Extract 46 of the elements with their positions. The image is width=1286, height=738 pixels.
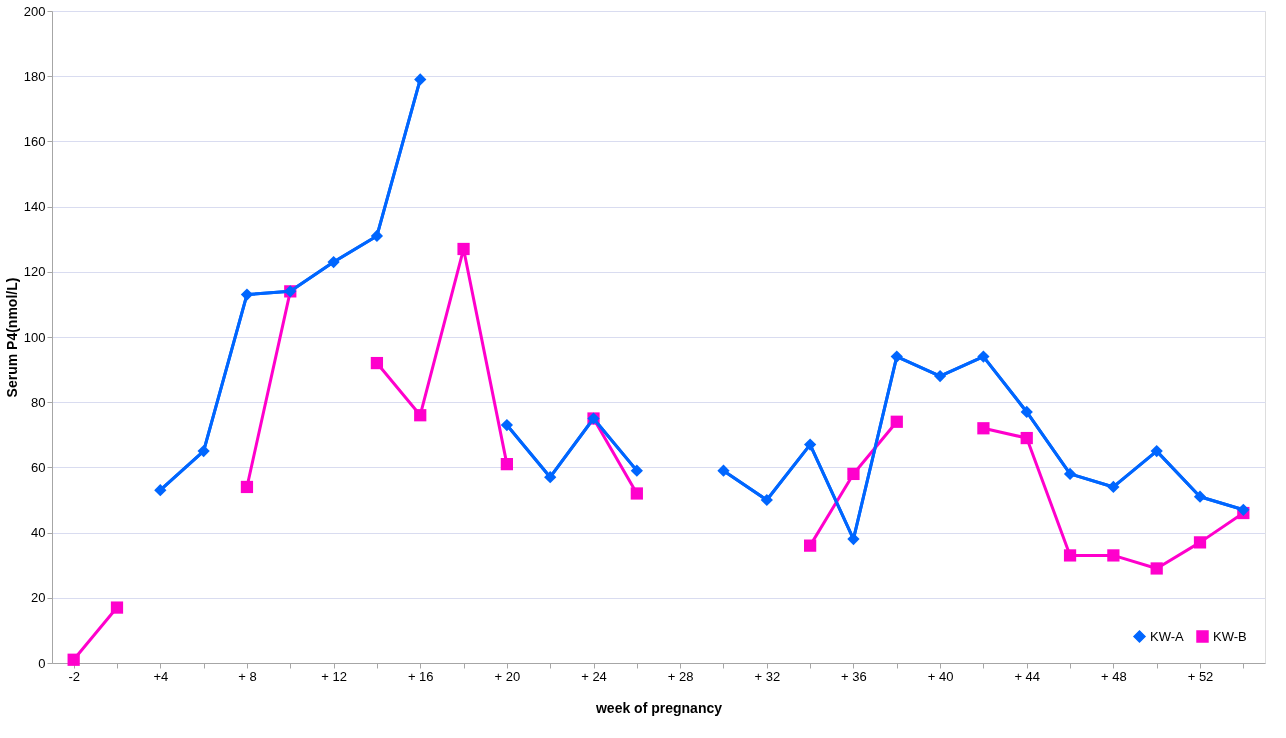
x-tick-label: + 40 [927, 668, 954, 684]
point [1150, 562, 1163, 575]
point [240, 480, 254, 494]
point [630, 487, 643, 500]
point [414, 409, 427, 422]
x-axis-title: week of pregnancy [594, 699, 723, 716]
point [1193, 536, 1207, 549]
x-tick-label: + 36 [841, 668, 867, 684]
y-tick-label: 120 [23, 264, 46, 280]
point [457, 242, 470, 256]
x-tick-label: + 48 [1101, 668, 1127, 684]
x-tick-label: + 12 [321, 668, 347, 684]
x-tick-label: + 16 [407, 668, 434, 684]
point [847, 467, 860, 481]
legend-label: KW-A [1150, 628, 1185, 644]
x-tick-label: + 8 [238, 668, 257, 684]
y-tick-label: 200 [23, 3, 46, 19]
x-tick-label: +4 [153, 668, 169, 684]
x-tick-label: -2 [68, 668, 80, 684]
point [110, 601, 124, 614]
y-tick-label: 80 [31, 394, 46, 410]
x-tick-label: + 28 [667, 668, 694, 684]
point [1063, 549, 1077, 562]
x-tick-label: + 20 [494, 668, 521, 684]
y-tick-label: 20 [31, 590, 46, 606]
point [977, 422, 990, 435]
point [1020, 431, 1033, 445]
x-tick-label: + 24 [581, 668, 607, 684]
point [500, 458, 513, 471]
y-tick-label: 160 [23, 133, 46, 149]
y-axis-title: Serum P4(nmol/L) [3, 277, 20, 398]
y-tick-label: 40 [31, 525, 46, 541]
point [1107, 549, 1120, 562]
point [804, 539, 817, 552]
point [67, 653, 80, 666]
y-tick-label: 60 [31, 459, 46, 475]
y-tick-label: 0 [38, 655, 46, 671]
y-tick-label: 100 [23, 329, 46, 345]
y-tick-label: 140 [23, 199, 46, 215]
x-tick-label: + 32 [754, 668, 781, 684]
point [890, 415, 903, 428]
x-tick-label: + 52 [1187, 668, 1214, 684]
x-tick-label: + 44 [1014, 668, 1041, 684]
legend-label: KW-B [1213, 628, 1247, 644]
point [370, 356, 384, 370]
y-tick-label: 180 [23, 68, 46, 84]
